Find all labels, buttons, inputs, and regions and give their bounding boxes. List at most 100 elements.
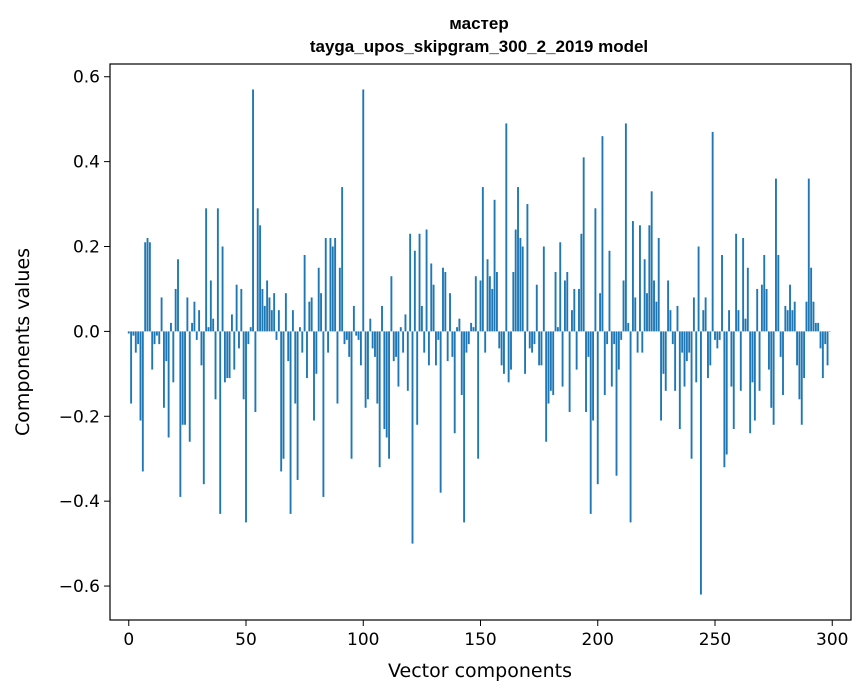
bar	[819, 331, 822, 349]
bar	[770, 331, 773, 408]
bar	[294, 331, 297, 404]
bar	[259, 225, 262, 332]
bar	[589, 331, 592, 514]
bar	[763, 254, 766, 332]
bar	[336, 331, 339, 404]
bar	[432, 284, 435, 332]
bar	[782, 331, 784, 396]
bar	[324, 238, 327, 332]
bar	[578, 288, 580, 332]
bar	[331, 246, 334, 332]
bar	[430, 263, 433, 332]
bar	[282, 331, 285, 459]
bar	[660, 331, 662, 421]
bar	[629, 331, 632, 523]
bar	[594, 208, 597, 332]
bar	[646, 293, 648, 332]
bar	[495, 271, 498, 332]
bar	[739, 331, 742, 391]
bar	[451, 331, 454, 357]
bar	[791, 310, 794, 332]
bar	[620, 331, 623, 340]
bar	[223, 331, 226, 383]
bar	[160, 297, 163, 332]
bar	[327, 331, 330, 353]
bar	[287, 331, 290, 362]
bar	[751, 331, 754, 383]
bar	[636, 331, 639, 353]
bar	[296, 331, 299, 480]
bar	[202, 331, 205, 485]
bar	[245, 331, 247, 523]
y-axis-label: Components values	[12, 248, 34, 436]
bar	[533, 331, 536, 345]
bar	[514, 229, 517, 332]
bar	[435, 331, 437, 366]
bar	[341, 187, 344, 332]
bar	[270, 310, 273, 332]
y-axis-ticks: −0.6 −0.4 −0.2 0.0 0.2 0.4 0.6	[59, 68, 110, 597]
bar	[650, 191, 653, 332]
bar	[214, 331, 217, 400]
bar	[127, 331, 130, 334]
bar	[453, 331, 456, 434]
bar	[631, 221, 634, 332]
x-tick-label: 150	[464, 630, 496, 650]
bar	[385, 331, 388, 438]
bar	[798, 331, 801, 400]
bar	[343, 331, 346, 345]
bar	[824, 331, 827, 345]
bar	[702, 310, 705, 332]
bar	[411, 331, 414, 544]
bar	[746, 267, 749, 332]
bar	[460, 331, 463, 396]
bar	[348, 331, 351, 357]
bar	[793, 301, 796, 332]
bar	[498, 331, 501, 349]
bar	[291, 310, 294, 332]
bar	[181, 331, 184, 425]
bar	[151, 331, 154, 370]
bar	[153, 331, 156, 345]
bar	[803, 331, 806, 379]
bar	[538, 331, 541, 366]
bar	[486, 259, 489, 332]
y-tick-label: −0.2	[59, 407, 100, 427]
bar	[709, 331, 712, 366]
bar	[664, 331, 667, 391]
y-tick-label: 0.2	[73, 238, 100, 258]
plot-frame	[109, 63, 852, 621]
x-tick-label: 0	[123, 630, 134, 650]
y-tick-label: −0.6	[59, 577, 100, 597]
bar	[554, 271, 557, 332]
bar	[456, 327, 458, 332]
bar	[439, 331, 442, 493]
bar	[488, 276, 491, 332]
bar	[193, 301, 196, 332]
bar	[284, 293, 287, 332]
bar	[826, 331, 829, 366]
bar	[242, 331, 245, 400]
bar	[641, 331, 644, 353]
bar	[345, 331, 348, 340]
bar	[139, 331, 142, 421]
bar	[707, 331, 709, 379]
bar	[209, 280, 212, 332]
bar	[402, 331, 405, 353]
bar	[442, 267, 444, 332]
bar	[531, 331, 534, 353]
bar	[585, 331, 587, 413]
bar	[163, 331, 165, 408]
bar	[338, 267, 341, 332]
bar	[449, 293, 451, 332]
bar	[814, 322, 817, 332]
bar	[219, 331, 222, 514]
bar	[216, 208, 219, 332]
bar	[730, 331, 733, 387]
bar	[423, 331, 426, 353]
bar	[566, 271, 569, 332]
bar	[357, 331, 360, 340]
bar	[493, 199, 496, 332]
bar	[155, 331, 158, 336]
